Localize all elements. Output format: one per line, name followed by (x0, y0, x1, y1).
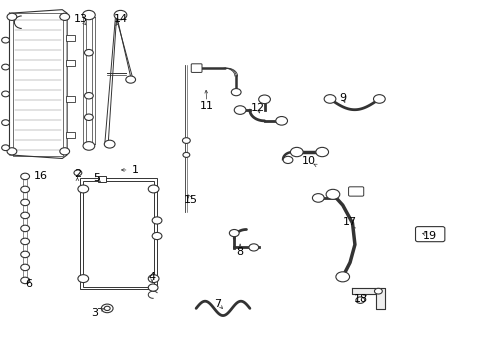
Circle shape (60, 148, 70, 155)
Text: 6: 6 (25, 279, 32, 289)
Circle shape (21, 212, 29, 219)
Circle shape (21, 277, 29, 284)
FancyBboxPatch shape (66, 60, 75, 66)
Circle shape (21, 186, 29, 193)
Circle shape (21, 264, 29, 271)
Circle shape (356, 297, 365, 303)
Circle shape (336, 272, 349, 282)
Text: 5: 5 (93, 173, 100, 183)
Text: 16: 16 (34, 171, 48, 181)
Circle shape (374, 288, 382, 294)
FancyBboxPatch shape (66, 132, 75, 138)
Circle shape (74, 170, 82, 176)
Circle shape (21, 225, 29, 231)
Circle shape (148, 275, 159, 283)
Text: 3: 3 (92, 308, 98, 318)
Circle shape (283, 156, 293, 163)
Text: 2: 2 (74, 168, 81, 179)
Circle shape (326, 189, 340, 199)
Circle shape (183, 152, 190, 157)
Circle shape (182, 138, 190, 143)
Circle shape (126, 76, 136, 83)
Circle shape (291, 147, 303, 157)
Bar (80, 178, 157, 289)
Polygon shape (351, 288, 385, 309)
Circle shape (21, 199, 29, 206)
Circle shape (1, 145, 9, 150)
Circle shape (21, 238, 29, 245)
Circle shape (84, 49, 93, 56)
FancyBboxPatch shape (98, 176, 106, 182)
Circle shape (234, 106, 246, 114)
Text: 11: 11 (200, 102, 214, 112)
Circle shape (249, 244, 259, 251)
Circle shape (229, 229, 239, 237)
Circle shape (1, 64, 9, 70)
Circle shape (373, 95, 385, 103)
Circle shape (84, 114, 93, 121)
Text: 9: 9 (339, 93, 346, 103)
Circle shape (21, 251, 29, 258)
Text: 7: 7 (215, 299, 221, 309)
Circle shape (148, 284, 158, 291)
Bar (87, 183, 150, 284)
Circle shape (1, 37, 9, 43)
FancyBboxPatch shape (66, 96, 75, 102)
Circle shape (1, 120, 9, 126)
Circle shape (82, 10, 95, 20)
Circle shape (7, 13, 17, 21)
Circle shape (7, 148, 17, 155)
Circle shape (1, 91, 9, 97)
Text: 15: 15 (184, 195, 198, 205)
Circle shape (231, 89, 241, 96)
Circle shape (104, 140, 115, 148)
Circle shape (101, 304, 113, 313)
Circle shape (152, 233, 162, 240)
Circle shape (104, 306, 110, 311)
Text: 18: 18 (354, 294, 368, 304)
Bar (83, 181, 154, 287)
Circle shape (83, 141, 95, 150)
Circle shape (84, 93, 93, 99)
Circle shape (78, 275, 89, 283)
Text: 1: 1 (131, 165, 139, 175)
FancyBboxPatch shape (348, 187, 364, 196)
Text: 8: 8 (237, 247, 244, 257)
Circle shape (316, 147, 329, 157)
Circle shape (148, 185, 159, 193)
Text: 17: 17 (343, 217, 357, 227)
Circle shape (114, 10, 127, 20)
Circle shape (324, 95, 336, 103)
Text: 12: 12 (251, 103, 265, 113)
Circle shape (313, 194, 324, 202)
Circle shape (78, 185, 89, 193)
Circle shape (21, 173, 29, 180)
Circle shape (152, 217, 162, 224)
Circle shape (259, 95, 270, 104)
Circle shape (276, 117, 288, 125)
Text: 4: 4 (148, 272, 156, 282)
FancyBboxPatch shape (191, 64, 202, 72)
FancyBboxPatch shape (416, 226, 445, 242)
FancyBboxPatch shape (66, 35, 75, 41)
Text: 14: 14 (113, 14, 127, 24)
Text: 19: 19 (423, 231, 437, 240)
Text: 13: 13 (74, 14, 87, 24)
Circle shape (60, 13, 70, 21)
Text: 10: 10 (301, 156, 316, 166)
